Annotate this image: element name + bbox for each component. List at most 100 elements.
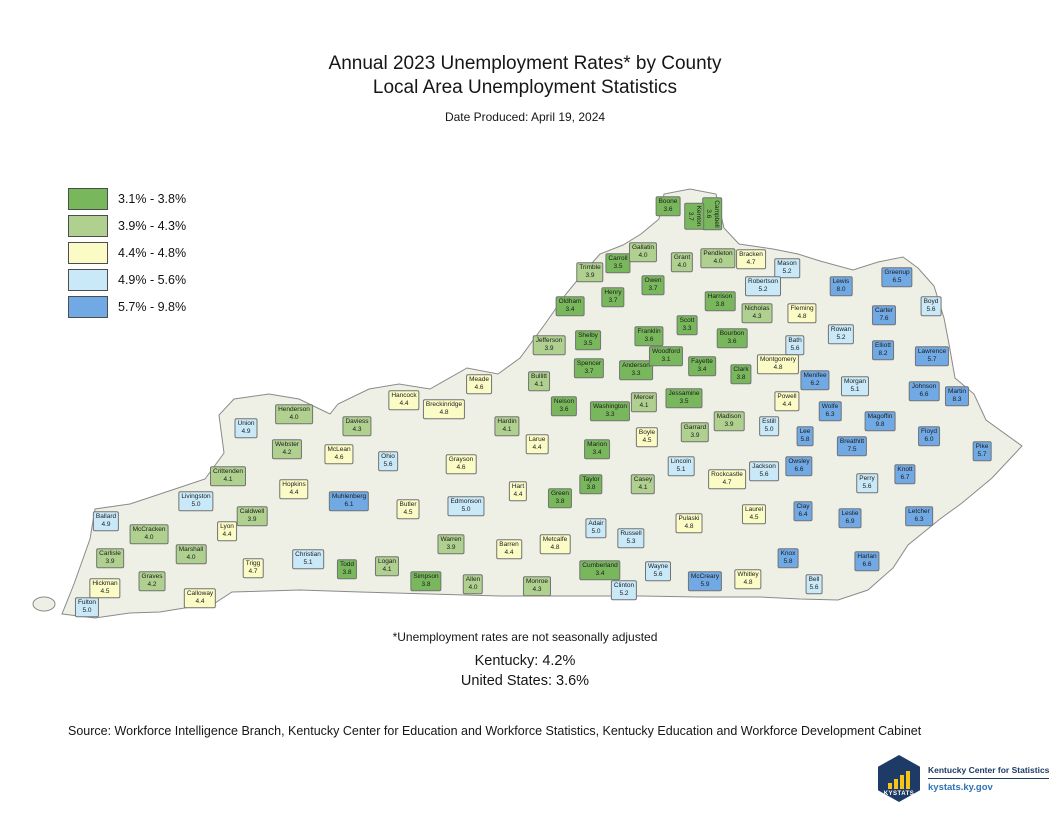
page-subtitle: Local Area Unemployment Statistics [372,77,678,98]
kystats-logo-text: KYSTATS [883,791,915,797]
legend-item: 3.9% - 4.3% [68,215,186,237]
county-pike: Pike 5.7 [972,441,992,461]
county-harrison: Harrison 3.8 [704,291,736,311]
county-union: Union 4.9 [234,418,258,438]
county-boyle: Boyle 4.5 [635,427,659,447]
county-harlan: Harlan 6.6 [854,551,880,571]
county-oldham: Oldham 3.4 [555,296,585,316]
county-perry: Perry 5.6 [856,473,878,493]
county-henry: Henry 3.7 [601,287,625,307]
county-livingston: Livingston 5.0 [178,491,214,511]
county-lyon: Lyon 4.4 [217,521,237,541]
county-boyd: Boyd 5.6 [920,296,942,316]
county-montgomery: Montgomery 4.8 [756,354,800,374]
county-johnson: Johnson 6.6 [908,381,940,401]
county-warren: Warren 3.9 [437,534,465,554]
county-hickman: Hickman 4.5 [89,578,121,598]
county-madison: Madison 3.9 [713,411,745,431]
county-menifee: Menifee 6.2 [800,370,830,390]
legend-label: 3.9% - 4.3% [118,219,187,233]
county-calloway: Calloway 4.4 [183,588,217,608]
county-lincoln: Lincoln 5.1 [667,456,695,476]
legend-item: 4.9% - 5.6% [68,269,186,291]
county-meade: Meade 4.6 [466,374,492,394]
county-mercer: Mercer 4.1 [630,392,658,412]
kystats-logo-mark: KYSTATS [878,755,920,802]
county-owen: Owen 3.7 [641,275,665,295]
county-christian: Christian 5.1 [292,549,324,569]
legend-item: 4.4% - 4.8% [68,242,186,264]
logo-text-block: Kentucky Center for Statistics kystats.k… [928,765,1050,793]
county-larue: Larue 4.4 [525,434,549,454]
legend-item: 5.7% - 9.8% [68,296,186,318]
county-lee: Lee 5.8 [796,426,814,446]
county-floyd: Floyd 6.0 [918,426,940,446]
page-title: Annual 2023 Unemployment Rates* by Count… [328,53,722,74]
county-hart: Hart 4.4 [508,481,528,501]
kystats-logo: KYSTATS Kentucky Center for Statistics k… [878,755,1050,802]
county-ohio: Ohio 5.6 [378,451,398,471]
county-letcher: Letcher 6.3 [905,506,933,526]
county-owsley: Owsley 6.6 [785,456,813,476]
county-fayette: Fayette 3.4 [688,356,716,376]
county-breckinridge: Breckinridge 4.8 [422,399,466,419]
county-boone: Boone 3.6 [655,196,681,216]
united-states-rate: United States: 3.6% [460,673,590,689]
county-gallatin: Gallatin 4.0 [628,242,658,262]
county-casey: Casey 4.1 [630,474,656,494]
county-kenton: Kenton 3.7 [684,202,704,230]
county-hardin: Hardin 4.1 [494,416,520,436]
county-martin: Martin 8.3 [944,386,970,406]
county-morgan: Morgan 5.1 [840,376,870,396]
county-laurel: Laurel 4.5 [741,504,767,524]
county-todd: Todd 3.8 [336,559,358,579]
county-hopkins: Hopkins 4.4 [279,479,309,499]
legend: 3.1% - 3.8% 3.9% - 4.3% 4.4% - 4.8% 4.9% - … [68,188,186,323]
county-grayson: Grayson 4.6 [445,454,477,474]
county-metcalfe: Metcalfe 4.8 [539,534,571,554]
county-allen: Allen 4.0 [462,574,484,594]
county-marshall: Marshall 4.0 [175,544,207,564]
county-rockcastle: Rockcastle 4.7 [708,469,746,489]
county-daviess: Daviess 4.3 [342,416,372,436]
legend-swatch [68,269,108,291]
county-washington: Washington 3.3 [589,401,631,421]
county-green: Green 3.8 [547,488,573,508]
county-russell: Russell 5.3 [617,528,645,548]
county-leslie: Leslie 6.9 [838,508,862,528]
county-mclean: McLean 4.6 [324,444,354,464]
county-bourbon: Bourbon 3.6 [716,328,748,348]
kentucky-rate: Kentucky: 4.2% [474,653,576,669]
county-greenup: Greenup 6.5 [881,267,913,287]
legend-item: 3.1% - 3.8% [68,188,186,210]
legend-label: 3.1% - 3.8% [118,192,187,206]
county-wayne: Wayne 5.6 [645,561,671,581]
county-pendleton: Pendleton 4.0 [700,248,736,268]
county-trimble: Trimble 3.9 [576,262,604,282]
county-mason: Mason 5.2 [774,258,800,278]
county-clark: Clark 3.8 [730,364,752,384]
county-bell: Bell 5.6 [805,574,823,594]
county-anderson: Anderson 3.3 [619,360,653,380]
county-carlisle: Carlisle 3.9 [96,548,124,568]
county-mccreary: McCreary 5.9 [687,571,723,591]
county-nelson: Nelson 3.6 [550,396,578,416]
county-knox: Knox 5.8 [777,548,799,568]
legend-swatch [68,215,108,237]
county-bath: Bath 5.6 [785,335,805,355]
county-barren: Barren 4.4 [496,539,522,559]
legend-label: 5.7% - 9.8% [118,300,187,314]
county-fleming: Fleming 4.8 [787,303,817,323]
county-trigg: Trigg 4.7 [242,558,264,578]
legend-swatch [68,242,108,264]
county-spencer: Spencer 3.7 [573,358,605,378]
county-ballard: Ballard 4.9 [92,511,120,531]
county-shelby: Shelby 3.5 [575,330,601,350]
county-monroe: Monroe 4.3 [522,576,552,596]
county-marion: Marion 3.4 [584,439,610,459]
county-garrard: Garrard 3.9 [680,422,710,442]
county-caldwell: Caldwell 3.9 [236,506,268,526]
legend-swatch [68,296,108,318]
county-magoffin: Magoffin 9.8 [864,411,896,431]
legend-label: 4.9% - 5.6% [118,273,187,287]
